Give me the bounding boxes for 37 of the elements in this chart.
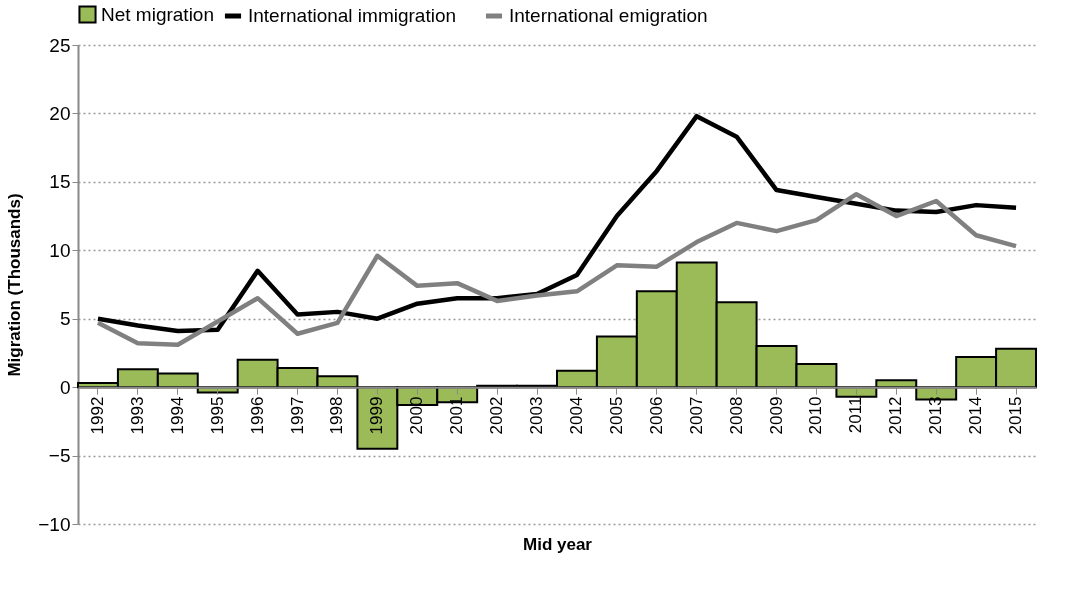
x-tick-label: 2015 — [1006, 396, 1026, 435]
y-tick-label: 20 — [49, 102, 71, 124]
y-axis-title: Migration (Thousands) — [5, 193, 25, 377]
x-tick-label: 2003 — [527, 396, 547, 435]
x-tick-label: 1992 — [87, 396, 107, 435]
x-tick-label: 2006 — [646, 396, 666, 435]
line-series — [95, 191, 1019, 347]
y-tick-label: 10 — [49, 239, 71, 261]
x-tick-label: 2012 — [886, 396, 906, 435]
x-tick-label: 1998 — [327, 396, 347, 435]
x-tick-label: 2008 — [726, 396, 746, 435]
legend-label: International emigration — [509, 5, 708, 26]
legend-label: Net migration — [101, 3, 214, 25]
x-tick-label: 2004 — [566, 396, 586, 435]
x-tick-label: 2011 — [846, 396, 866, 434]
x-tick-label: 1996 — [247, 396, 267, 435]
x-tick-label: 1993 — [127, 396, 147, 435]
x-tick-label: 2010 — [806, 396, 826, 435]
x-tick-label: 1995 — [207, 396, 227, 435]
legend-label: International immigration — [248, 5, 457, 26]
y-tick-label: −5 — [48, 445, 71, 467]
y-tick-label: −10 — [38, 513, 71, 535]
x-tick-label: 1994 — [167, 396, 187, 435]
x-tick-label: 1997 — [287, 396, 307, 435]
y-tick-label: 15 — [49, 171, 71, 193]
x-tick-label: 1999 — [367, 396, 387, 435]
x-tick-label: 2001 — [447, 396, 467, 435]
y-tick-label: 5 — [59, 308, 71, 330]
y-tick-label: 0 — [59, 376, 71, 398]
x-tick-label: 2009 — [766, 396, 786, 435]
x-tick-label: 2014 — [966, 396, 986, 435]
x-tick-label: 2005 — [606, 396, 626, 435]
y-tick-label: 25 — [49, 34, 71, 56]
line-series — [95, 113, 1019, 334]
x-tick-label: 2007 — [686, 396, 706, 435]
x-tick-label: 2002 — [487, 396, 507, 435]
x-axis-title: Mid year — [523, 534, 593, 554]
